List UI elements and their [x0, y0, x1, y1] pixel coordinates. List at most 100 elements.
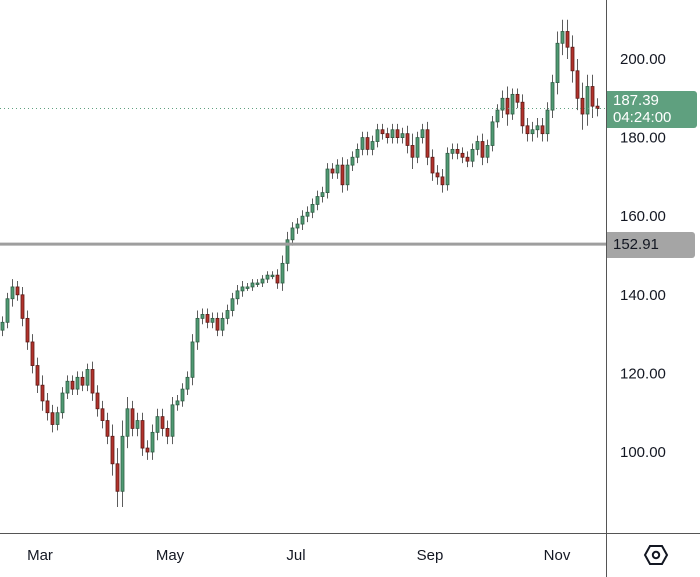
candle [555, 31, 560, 95]
candle [350, 151, 355, 172]
candle-body-up [120, 435, 125, 492]
candle [395, 123, 400, 144]
candle-body-up [245, 286, 250, 289]
candle [480, 133, 485, 166]
candle-body-up [240, 286, 245, 292]
candle [425, 121, 430, 166]
candle-body-down [430, 156, 435, 174]
candle [170, 396, 175, 445]
candle [295, 218, 300, 234]
candle [290, 222, 295, 246]
candle-body-up [545, 109, 550, 135]
candle-body-down [460, 152, 465, 158]
time-tick-label: Jul [286, 547, 305, 564]
price-tick-label: 100.00 [620, 444, 666, 461]
candle-body-up [325, 168, 330, 194]
candle [135, 412, 140, 437]
candle-body-up [470, 148, 475, 162]
candle-body-down [25, 317, 30, 343]
candle-body-down [50, 412, 55, 425]
candle-body-down [105, 420, 110, 437]
candle [80, 371, 85, 392]
candle [390, 123, 395, 144]
candle-body-down [365, 137, 370, 150]
candle [470, 143, 475, 168]
candle-body-up [180, 388, 185, 402]
candle [50, 404, 55, 433]
price-tick-label: 140.00 [620, 287, 666, 304]
candle-body-down [480, 141, 485, 158]
candle-body-up [295, 223, 300, 229]
candle-body-down [275, 274, 280, 284]
candle [155, 408, 160, 441]
candle [60, 387, 65, 419]
candle-body-up [560, 31, 565, 44]
candle [250, 279, 255, 291]
candle [370, 135, 375, 156]
candle-body-down [45, 400, 50, 414]
candle [540, 117, 545, 142]
candle-body-down [115, 463, 120, 492]
candle [565, 19, 570, 59]
candle-body-down [130, 408, 135, 429]
candle [100, 400, 105, 429]
candle-body-up [270, 274, 275, 278]
candle-body-down [160, 416, 165, 429]
candle [365, 131, 370, 156]
candle [400, 127, 405, 144]
candle [525, 117, 530, 142]
candle [530, 121, 535, 142]
candle [235, 284, 240, 305]
candle-body-up [370, 141, 375, 150]
candle-body-down [100, 408, 105, 421]
time-tick-label: Nov [544, 547, 571, 564]
candle [410, 133, 415, 170]
candle-body-up [375, 129, 380, 142]
candle [440, 169, 445, 193]
candle-body-down [380, 129, 385, 135]
candle-body-up [175, 400, 180, 406]
candle-body-down [20, 294, 25, 319]
price-tick-label: 160.00 [620, 208, 666, 225]
candle [10, 279, 15, 307]
candle [120, 420, 125, 508]
candle [215, 312, 220, 337]
candle [360, 131, 365, 156]
candle [115, 448, 120, 508]
candle [255, 279, 260, 287]
candle [220, 312, 225, 337]
price-tick-label: 200.00 [620, 51, 666, 68]
settings-icon [643, 545, 669, 565]
candle-body-up [200, 314, 205, 319]
candle-body-up [250, 282, 255, 288]
candle-body-down [80, 376, 85, 386]
candle [65, 375, 70, 399]
candle [0, 316, 5, 337]
candle [485, 139, 490, 164]
time-axis[interactable]: Mar May Jul Sep Nov [27, 547, 571, 564]
candle [285, 231, 290, 272]
candle-body-up [550, 82, 555, 111]
price-axis[interactable]: 100.00 120.00 140.00 160.00 180.00 200.00 [620, 51, 666, 461]
candle [445, 147, 450, 191]
candle-body-up [445, 152, 450, 186]
candle [435, 165, 440, 185]
candle-body-up [400, 133, 405, 138]
candle-body-up [210, 317, 215, 323]
candle [310, 198, 315, 219]
candle [590, 74, 595, 118]
candle [185, 371, 190, 396]
current-price-value: 187.39 [613, 92, 659, 109]
candle [560, 19, 565, 56]
candle [430, 149, 435, 181]
candle-body-down [395, 129, 400, 139]
candle [95, 385, 100, 417]
candle-body-up [290, 227, 295, 241]
candle [125, 396, 130, 449]
candle [145, 440, 150, 460]
candle-body-down [215, 317, 220, 331]
candle-body-up [280, 262, 285, 284]
chart-settings-button[interactable] [643, 542, 669, 568]
candle-body-up [500, 97, 505, 111]
